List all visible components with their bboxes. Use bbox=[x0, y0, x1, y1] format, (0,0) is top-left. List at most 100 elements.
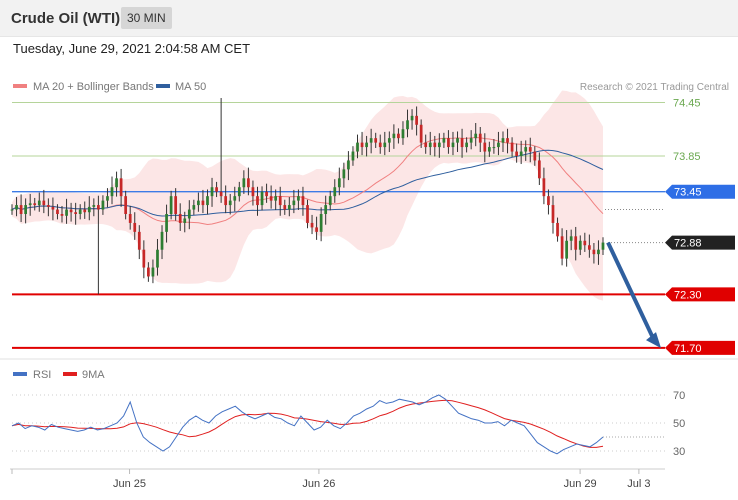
candle-body bbox=[510, 142, 514, 152]
candle-body bbox=[28, 203, 32, 206]
candle-body bbox=[151, 267, 155, 277]
candle-body bbox=[178, 214, 182, 223]
candle-body bbox=[237, 187, 241, 197]
candle-body bbox=[106, 196, 109, 201]
last-price-tag bbox=[665, 235, 735, 250]
candle-body bbox=[578, 240, 582, 250]
candle-body bbox=[119, 178, 123, 197]
candle-body bbox=[319, 214, 323, 232]
candle-body bbox=[187, 209, 191, 219]
bollinger-band-layer bbox=[12, 90, 603, 301]
candle-body bbox=[60, 214, 64, 216]
timeframe-badge[interactable]: 30 MIN bbox=[121, 7, 172, 29]
candle-body bbox=[278, 196, 282, 206]
candle-body bbox=[247, 178, 250, 188]
candle-body bbox=[524, 147, 528, 152]
candle-body bbox=[360, 142, 364, 148]
candle-body bbox=[333, 187, 337, 197]
forecast-arrow bbox=[606, 241, 661, 349]
rsi-tick-label: 50 bbox=[673, 418, 685, 430]
candle-body bbox=[478, 133, 482, 143]
candle-body bbox=[424, 142, 428, 148]
candle-body bbox=[260, 191, 264, 206]
candle-body bbox=[233, 196, 237, 201]
candle-body bbox=[428, 142, 432, 148]
candle-body bbox=[87, 206, 91, 213]
candle-body bbox=[397, 133, 400, 139]
candle-body bbox=[501, 138, 505, 143]
x-axis: Jun 25 Jun 26 Jun 29 Jul 3 bbox=[11, 469, 651, 490]
candle-body bbox=[451, 142, 455, 148]
candle-body bbox=[174, 196, 178, 215]
candle-body bbox=[15, 205, 18, 210]
candle-body bbox=[42, 200, 46, 206]
candle-body bbox=[392, 133, 396, 139]
x-tick-label: Jun 29 bbox=[564, 478, 597, 490]
candle-body bbox=[369, 138, 373, 143]
price-labels: 74.45 73.85 73.45 72.88 72.30 71.70 bbox=[665, 97, 735, 355]
candle-body bbox=[124, 196, 128, 215]
candle-body bbox=[401, 129, 405, 139]
candle-body bbox=[310, 222, 314, 228]
x-tick-label: Jul 3 bbox=[627, 478, 650, 490]
candle-body bbox=[433, 142, 437, 148]
candle-body bbox=[378, 142, 382, 148]
legend-ma20-label: MA 20 + Bollinger Bands bbox=[33, 81, 154, 93]
candle-body bbox=[219, 191, 223, 197]
candle-body bbox=[328, 196, 332, 206]
candle-body bbox=[37, 200, 41, 206]
legend-rsi-label: RSI bbox=[33, 369, 51, 381]
candle-body bbox=[556, 222, 559, 237]
candle-body bbox=[492, 147, 496, 149]
candle-body bbox=[583, 240, 587, 246]
candle-body bbox=[160, 231, 164, 250]
chart-header: Crude Oil (WTI) 30 MIN bbox=[0, 0, 738, 37]
candle-body bbox=[24, 205, 28, 215]
rsi-pane: 70 50 30 bbox=[11, 390, 685, 458]
candle-body bbox=[347, 160, 350, 170]
candle-body bbox=[101, 200, 105, 210]
candle-body bbox=[519, 151, 523, 157]
candle-body bbox=[315, 227, 318, 232]
candle-body bbox=[415, 115, 418, 125]
candle-body bbox=[110, 187, 114, 197]
candle-body bbox=[551, 205, 555, 223]
legend-ma50-label: MA 50 bbox=[175, 81, 206, 93]
candle-body bbox=[265, 191, 268, 197]
candle-body bbox=[269, 196, 273, 201]
candle-body bbox=[147, 267, 150, 277]
candle-body bbox=[456, 138, 459, 143]
candle-body bbox=[351, 151, 355, 161]
candle-body bbox=[183, 218, 187, 223]
candle-body bbox=[51, 206, 55, 210]
credit-text: Research © 2021 Trading Central bbox=[580, 82, 729, 93]
candle-body bbox=[515, 151, 518, 157]
candle-body bbox=[374, 138, 378, 143]
x-tick-label: Jun 25 bbox=[113, 478, 146, 490]
candle-body bbox=[465, 142, 468, 148]
support-label-4: 72.30 bbox=[674, 289, 702, 301]
candle-body bbox=[292, 200, 296, 206]
last-price-label: 72.88 bbox=[674, 238, 702, 250]
candle-body bbox=[574, 236, 578, 250]
candle-body bbox=[537, 160, 541, 179]
forecast-arrow-head bbox=[646, 332, 661, 349]
legend-9ma-swatch bbox=[63, 372, 77, 376]
candle-body bbox=[356, 142, 359, 152]
resistance-label-0: 74.45 bbox=[673, 97, 701, 109]
candle-body bbox=[533, 151, 537, 161]
candle-body bbox=[165, 214, 168, 232]
rsi-line bbox=[11, 394, 604, 455]
candles bbox=[10, 98, 605, 295]
support-tag-4 bbox=[665, 287, 735, 302]
candle-body bbox=[10, 209, 14, 211]
candle-body bbox=[33, 203, 37, 206]
candle-body bbox=[542, 178, 546, 197]
candle-body bbox=[83, 209, 87, 213]
legend-ma20-swatch bbox=[13, 84, 27, 88]
candle-body bbox=[69, 209, 73, 213]
candle-body bbox=[256, 196, 259, 206]
rsi-tick-label: 70 bbox=[673, 390, 685, 402]
candle-body bbox=[569, 236, 573, 241]
